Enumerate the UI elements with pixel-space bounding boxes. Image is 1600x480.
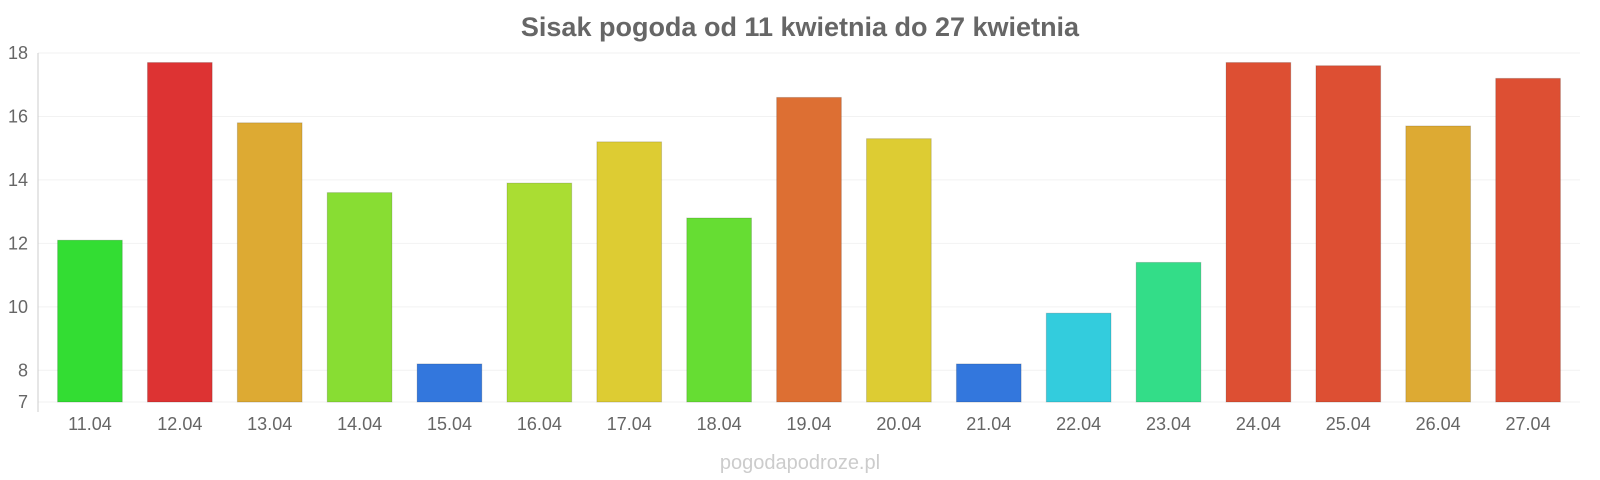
y-axis: 7 8 10 12 14 16 18: [8, 43, 39, 412]
x-tick-label: 20.04: [876, 414, 921, 434]
bar: [1495, 77, 1561, 403]
y-tick-label: 16: [8, 106, 28, 126]
x-tick-label: 12.04: [157, 414, 202, 434]
bar: [506, 182, 573, 403]
bar: [866, 138, 932, 403]
x-tick-label: 11.04: [68, 414, 112, 434]
y-tick-label: 12: [8, 233, 28, 253]
bar: [1135, 261, 1202, 403]
x-tick-label: 21.04: [966, 414, 1011, 434]
y-tick-label: 18: [8, 43, 28, 63]
x-tick-label: 26.04: [1416, 414, 1461, 434]
bar: [236, 122, 303, 403]
bar: [1315, 65, 1382, 403]
x-tick-label: 25.04: [1326, 414, 1371, 434]
bars: [57, 62, 1561, 403]
x-tick-label: 22.04: [1056, 414, 1101, 434]
bar: [1045, 312, 1112, 403]
x-tick-label: 17.04: [607, 414, 652, 434]
bar: [1405, 125, 1472, 403]
x-axis: 11.04 12.04 13.04 14.04 15.04 16.04 17.04 18.04…: [68, 414, 1551, 434]
chart-title: Sisak pogoda od 11 kwietnia do 27 kwietn…: [521, 12, 1080, 42]
bar: [596, 141, 663, 403]
x-tick-label: 14.04: [337, 414, 382, 434]
x-tick-label: 23.04: [1146, 414, 1191, 434]
bar: [146, 62, 213, 403]
bar: [686, 217, 752, 403]
bar: [1225, 62, 1292, 403]
x-tick-label: 15.04: [427, 414, 472, 434]
y-tick-label: 10: [8, 297, 28, 317]
x-tick-label: 27.04: [1506, 414, 1551, 434]
x-tick-label: 19.04: [786, 414, 831, 434]
y-tick-label: 7: [18, 392, 28, 412]
bar: [955, 363, 1022, 403]
bar: [57, 239, 123, 403]
bar: [776, 96, 842, 403]
y-tick-label: 8: [18, 360, 28, 380]
y-tick-label: 14: [8, 170, 28, 190]
x-tick-label: 24.04: [1236, 414, 1281, 434]
source-watermark: pogodapodroze.pl: [720, 452, 880, 474]
x-tick-label: 13.04: [247, 414, 292, 434]
x-tick-label: 16.04: [517, 414, 562, 434]
bar: [416, 363, 483, 403]
bar: [326, 192, 393, 403]
x-tick-label: 18.04: [697, 414, 742, 434]
